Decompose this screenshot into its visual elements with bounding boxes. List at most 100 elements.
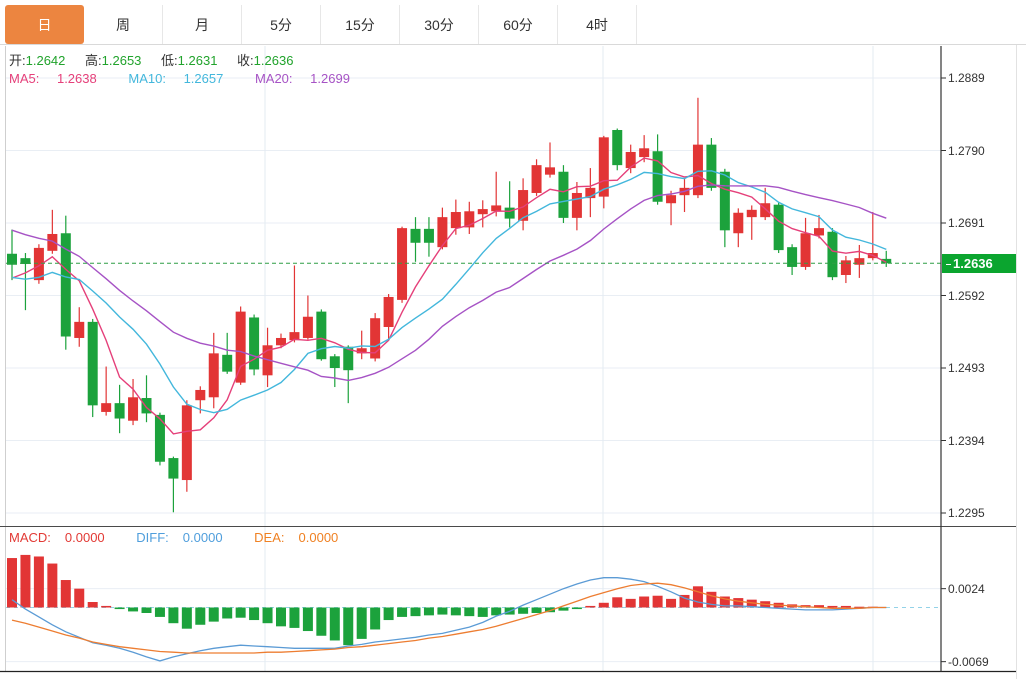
macd-axis-label: -0.0069 (948, 654, 989, 669)
macd-bar (60, 580, 71, 608)
macd-bar (289, 607, 300, 628)
candle-body (276, 337, 286, 346)
tab-period-3[interactable]: 5分 (242, 5, 321, 44)
macd-bar (840, 605, 851, 608)
candle-body (773, 204, 784, 251)
macd-axis-label: 0.0024 (948, 581, 985, 596)
ma10-line (11, 170, 887, 414)
candle-wick (509, 181, 511, 228)
macd-bar (571, 607, 582, 610)
macd-bar (733, 598, 744, 608)
macd-bar (356, 607, 367, 639)
ma5-line (11, 157, 887, 435)
candle-body (356, 348, 367, 354)
tab-period-7[interactable]: 4时 (558, 5, 637, 44)
macd-bar (423, 607, 434, 616)
y-axis-label: 1.2790 (948, 143, 985, 158)
tab-period-2[interactable]: 月 (163, 5, 242, 44)
macd-bar (74, 588, 85, 608)
macd-bar (383, 607, 394, 621)
candle-body (800, 233, 811, 267)
candle-body (571, 192, 582, 218)
macd-bar (101, 605, 112, 608)
candle-body (840, 260, 851, 275)
diff-line (11, 577, 887, 662)
macd-bar (827, 605, 838, 608)
y-axis-label: 1.2295 (948, 506, 985, 520)
candle-body (706, 144, 717, 188)
macd-bar (410, 607, 421, 617)
candle-body (383, 296, 394, 327)
last-price-tag: 1.2636 (942, 253, 1016, 273)
candle-body (652, 151, 663, 202)
candle-body (814, 228, 824, 236)
candle-body (74, 321, 85, 338)
candle-body (370, 318, 381, 359)
dea-readout: DEA: 0.0000 (254, 530, 339, 545)
candle-wick (818, 214, 820, 239)
macd-bar (639, 596, 650, 608)
candle-body (154, 414, 165, 462)
ma20-line (11, 184, 887, 382)
low-value: 1.2631 (177, 53, 218, 68)
candle-body (101, 403, 112, 412)
macd-bar (464, 607, 475, 617)
tab-period-5[interactable]: 30分 (400, 5, 479, 44)
candle-body (289, 332, 300, 341)
period-tabbar: 日周月 5分 15分 30分 60分 4时 (0, 0, 1026, 45)
macd-bar (666, 598, 677, 608)
candle-wick (293, 265, 296, 343)
candle-body (545, 167, 555, 175)
macd-bar (276, 607, 286, 627)
candle-body (854, 258, 865, 265)
candle-wick (495, 171, 497, 217)
candle-body (733, 212, 744, 234)
macd-bar (195, 607, 206, 625)
macd-bar (558, 607, 569, 611)
tab-period-0[interactable]: 日 (5, 5, 84, 44)
candle-body (450, 212, 461, 229)
last-price-value: 1.2636 (953, 255, 993, 271)
macd-readout: MACD: 0.0000 (9, 530, 105, 545)
tab-period-1[interactable]: 周 (84, 5, 163, 44)
price-tag-tick-icon (946, 263, 951, 265)
tab-period-4[interactable]: 15分 (321, 5, 400, 44)
candle-body (410, 228, 421, 243)
tab-period-6[interactable]: 60分 (479, 5, 558, 44)
candle-body (746, 209, 757, 218)
y-axis-label: 1.2889 (948, 71, 985, 85)
macd-bar (491, 607, 502, 616)
candle-body (33, 247, 44, 281)
y-axis-label: 1.2592 (948, 288, 985, 303)
ohlc-info-row: 开:1.2642 高:1.2653 低:1.2631 收:1.2636 (9, 50, 309, 69)
candle-wick (872, 212, 874, 261)
candle-body (222, 354, 233, 372)
macd-bar (208, 607, 219, 622)
candle-body (639, 148, 650, 158)
ma-info-row: MA5: 1.2638 MA10: 1.2657 MA20: 1.2699 (9, 71, 378, 86)
macd-bar (168, 607, 179, 624)
candle-wick (347, 345, 349, 404)
macd-bar (7, 558, 17, 608)
diff-readout: DIFF: 0.0000 (136, 530, 223, 545)
macd-bar (154, 607, 165, 617)
candle-body (504, 207, 515, 219)
candle-body (666, 195, 677, 204)
candle-body (491, 205, 502, 212)
candle-body (343, 346, 354, 371)
candle-body (598, 137, 609, 197)
macd-bar (128, 607, 139, 612)
dea-line (11, 582, 887, 654)
candle-wick (226, 332, 228, 374)
candle-wick (105, 366, 107, 416)
candle-body (181, 405, 192, 481)
candle-wick (24, 253, 27, 311)
candle-body (47, 233, 58, 251)
candle-wick (51, 209, 53, 254)
y-axis-label: 1.2394 (948, 433, 985, 448)
candle-body (168, 458, 179, 479)
candle-body (437, 217, 448, 248)
open-label: 开: (9, 53, 26, 68)
